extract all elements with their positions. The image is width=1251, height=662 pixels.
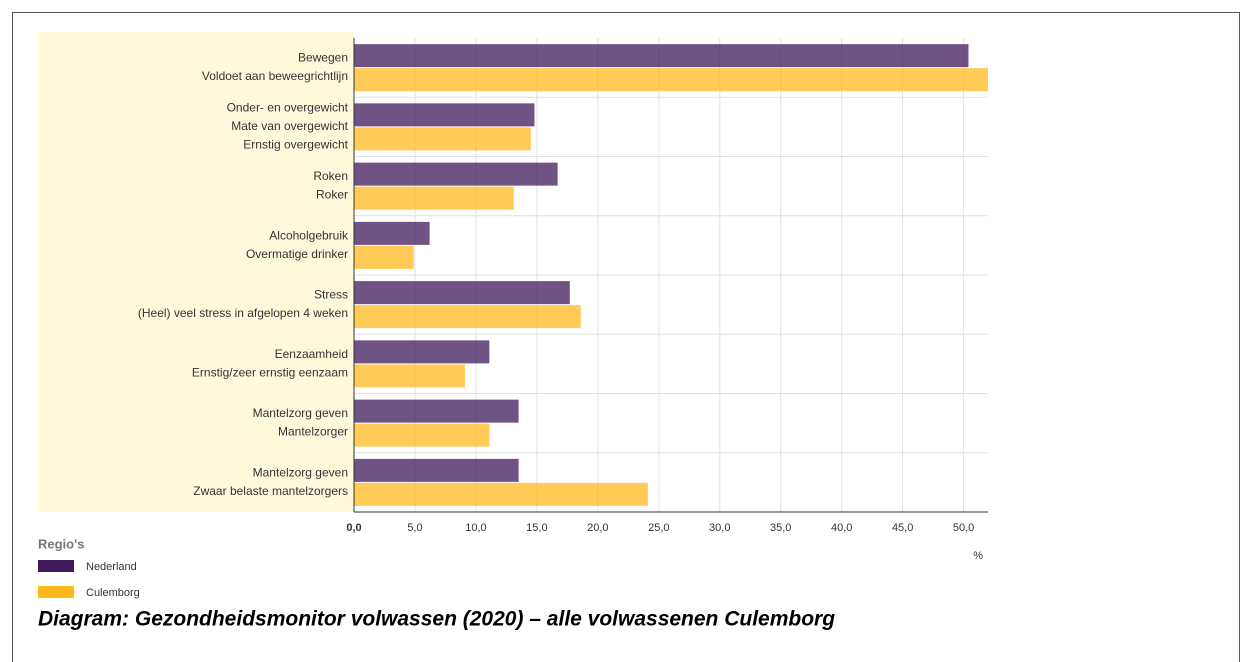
bar [354, 245, 414, 269]
x-tick-label: 30,0 [709, 522, 730, 534]
label-panel [38, 32, 354, 512]
x-tick-label: 45,0 [892, 522, 913, 534]
x-tick-label: 25,0 [648, 522, 669, 534]
legend-label: Culemborg [86, 587, 140, 599]
x-tick-label: 10,0 [465, 522, 486, 534]
bar [354, 281, 570, 305]
category-label: Zwaar belaste mantelzorgers [193, 484, 348, 498]
bar [354, 305, 581, 329]
x-tick-label: 0,0 [346, 522, 361, 534]
legend-swatch [38, 560, 74, 572]
legend-title: Regio's [38, 536, 84, 551]
x-tick-label: 5,0 [407, 522, 422, 534]
category-label: Bewegen [298, 51, 348, 65]
category-label: Roken [313, 169, 348, 183]
category-label: Onder- en overgewicht [227, 101, 349, 115]
x-tick-label: 15,0 [526, 522, 547, 534]
bar [354, 423, 490, 447]
category-label: Mantelzorg geven [253, 465, 348, 479]
bar [354, 162, 558, 186]
legend-label: Nederland [86, 561, 137, 573]
category-label: Mantelzorger [278, 425, 348, 439]
x-tick-label: 50,0 [953, 522, 974, 534]
x-tick-label: 20,0 [587, 522, 608, 534]
bar [354, 399, 519, 423]
category-label: Mantelzorg geven [253, 406, 348, 420]
x-axis-label: % [973, 550, 983, 562]
legend-swatch [38, 586, 74, 598]
bar [354, 458, 519, 482]
category-label: Ernstig/zeer ernstig eenzaam [192, 365, 348, 379]
category-label: Roker [316, 188, 348, 202]
category-label: Alcoholgebruik [269, 228, 349, 242]
bar [354, 482, 648, 506]
category-label: Stress [314, 288, 348, 302]
bar [354, 68, 988, 92]
category-label: (Heel) veel stress in afgelopen 4 weken [138, 306, 348, 320]
bar [354, 364, 465, 388]
frame [12, 12, 1240, 662]
caption: Diagram: Gezondheidsmonitor volwassen (2… [38, 608, 835, 631]
category-label: Voldoet aan beweegrichtlijn [202, 69, 348, 83]
category-label: Eenzaamheid [275, 347, 348, 361]
bar [354, 44, 969, 68]
bar [354, 127, 531, 151]
bar [354, 186, 514, 210]
category-label: Ernstig overgewicht [243, 138, 348, 152]
bar [354, 103, 535, 127]
x-tick-label: 35,0 [770, 522, 791, 534]
category-label: Mate van overgewicht [231, 119, 348, 133]
bar [354, 221, 430, 245]
bar [354, 340, 490, 364]
category-label: Overmatige drinker [246, 247, 348, 261]
x-tick-label: 40,0 [831, 522, 852, 534]
